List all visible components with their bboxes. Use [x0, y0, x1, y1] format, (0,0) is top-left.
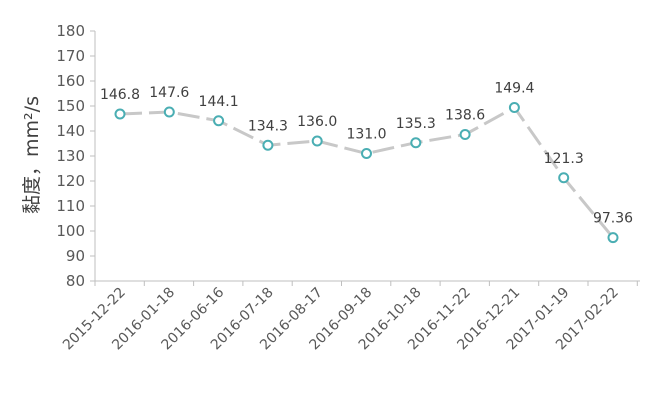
y-tick-label: 170: [56, 47, 85, 65]
y-tick-label: 160: [56, 72, 85, 90]
data-point: [213, 115, 225, 127]
data-label: 144.1: [199, 94, 239, 110]
data-label: 147.6: [149, 85, 189, 101]
y-tick-label: 100: [56, 222, 85, 240]
y-axis: 80 90 100 110 120 130 140 150 160 170 180: [56, 22, 96, 290]
y-tick-label: 120: [56, 172, 85, 190]
x-tick-labels-group: 2015-12-222016-01-182016-06-162016-07-18…: [60, 284, 622, 353]
y-axis-label: 黏度，mm²/s: [21, 96, 43, 214]
data-label: 121.3: [544, 151, 584, 167]
y-tick-label: 150: [56, 97, 85, 115]
data-point: [558, 172, 570, 184]
data-point: [311, 135, 323, 147]
data-label: 134.3: [248, 118, 288, 134]
data-label: 149.4: [494, 81, 534, 97]
data-point: [410, 137, 422, 149]
data-label: 136.0: [297, 114, 337, 130]
x-axis: [94, 280, 640, 286]
y-tick-label: 130: [56, 147, 85, 165]
y-tick-label: 80: [66, 272, 85, 290]
data-point: [114, 108, 126, 120]
data-labels-group: 146.8 147.6 144.1 134.3 136.0 131.0 135.3 138.6…: [100, 81, 633, 227]
data-point: [508, 102, 520, 113]
data-point: [262, 139, 274, 151]
series-line-group: [119, 106, 615, 239]
y-tick-label: 90: [66, 247, 85, 265]
data-point: [361, 148, 372, 159]
data-label: 97.36: [593, 211, 633, 227]
data-label: 138.6: [445, 108, 485, 124]
data-label: 135.3: [396, 116, 436, 132]
data-points-group: [114, 102, 619, 244]
y-tick-label: 180: [56, 22, 85, 40]
data-point: [163, 106, 175, 118]
y-tick-label: 110: [56, 197, 85, 215]
series-line: [119, 106, 615, 239]
data-point: [459, 129, 471, 140]
data-point: [607, 232, 619, 244]
y-tick-label: 140: [56, 122, 85, 140]
data-label: 146.8: [100, 87, 140, 103]
data-label: 131.0: [346, 127, 386, 143]
